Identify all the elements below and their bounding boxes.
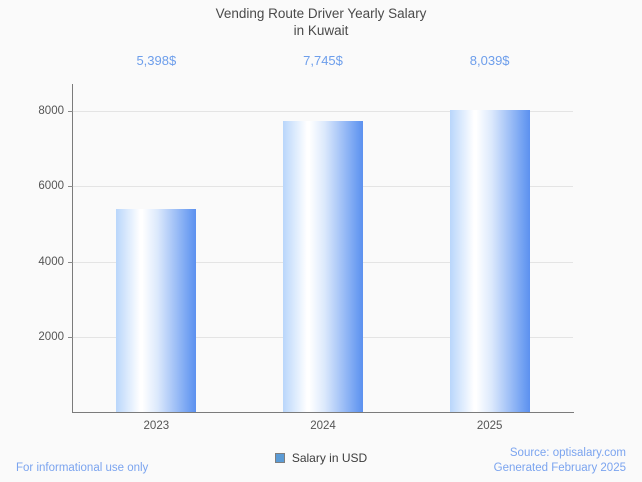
- chart-legend: Salary in USD: [0, 450, 642, 466]
- x-tick-label-2025: 2025: [476, 420, 503, 432]
- x-axis-line: [72, 411, 574, 413]
- footer-source-block: Source: optisalary.com Generated Februar…: [494, 446, 626, 476]
- y-tick-mark: [68, 336, 73, 338]
- legend-swatch-icon: [274, 453, 285, 463]
- footer-generated-date: Generated February 2025: [493, 462, 626, 474]
- y-axis-line: [72, 84, 74, 413]
- legend-item-label: Salary in USD: [291, 451, 368, 465]
- chart-title: Vending Route Driver Yearly Salary in Ku…: [0, 5, 642, 39]
- bar-value-label-2025: 8,039$: [469, 53, 510, 68]
- bar-2023[interactable]: [116, 209, 197, 412]
- y-tick-mark: [68, 186, 73, 188]
- footer-source: Source: optisalary.com: [509, 447, 626, 459]
- gridline-8000: 8000: [38, 105, 573, 117]
- plot-area: 2000 4000 6000 8000: [38, 84, 574, 413]
- bar-2024[interactable]: [283, 120, 363, 412]
- bar-2025[interactable]: [449, 109, 530, 412]
- x-tick-label-2024: 2024: [310, 420, 336, 432]
- x-tick-label-2023: 2023: [143, 420, 170, 432]
- bar-value-label-2023: 5,398$: [136, 53, 177, 68]
- y-tick-label-4000: 4000: [38, 255, 64, 268]
- bar-value-label-2024: 7,745$: [303, 53, 343, 68]
- footer-disclaimer: For informational use only: [16, 462, 149, 474]
- y-tick-mark: [68, 261, 73, 263]
- legend-item-salary-in-usd[interactable]: Salary in USD: [270, 450, 372, 466]
- chart-title-line-1: Vending Route Driver Yearly Salary: [215, 6, 427, 21]
- y-tick-label-6000: 6000: [38, 180, 64, 193]
- y-tick-label-8000: 8000: [38, 105, 64, 118]
- chart-title-line-2: in Kuwait: [293, 23, 349, 38]
- y-tick-mark: [68, 111, 73, 113]
- y-tick-label-2000: 2000: [38, 330, 64, 343]
